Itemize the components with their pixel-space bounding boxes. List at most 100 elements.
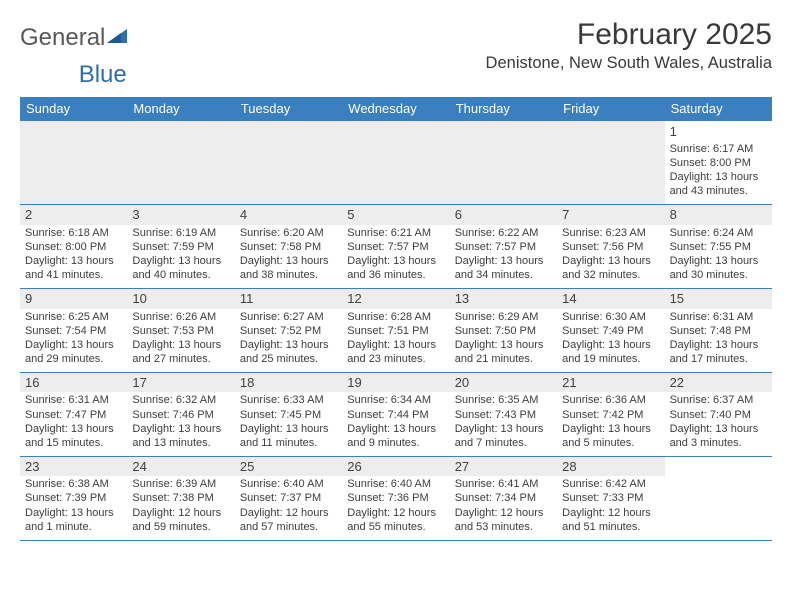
day-cell: 24Sunrise: 6:39 AMSunset: 7:38 PMDayligh…	[127, 457, 234, 540]
sunrise-text: Sunrise: 6:38 AM	[25, 477, 122, 491]
daylight-text: Daylight: 13 hours and 36 minutes.	[347, 254, 444, 282]
day-cell	[20, 121, 127, 204]
daylight-text: Daylight: 12 hours and 55 minutes.	[347, 506, 444, 534]
sunrise-text: Sunrise: 6:25 AM	[25, 310, 122, 324]
day-cell: 3Sunrise: 6:19 AMSunset: 7:59 PMDaylight…	[127, 205, 234, 288]
day-cell	[342, 121, 449, 204]
day-number: 22	[665, 373, 772, 393]
sunrise-text: Sunrise: 6:37 AM	[670, 393, 767, 407]
sunset-text: Sunset: 7:39 PM	[25, 491, 122, 505]
daylight-text: Daylight: 13 hours and 9 minutes.	[347, 422, 444, 450]
day-cell: 27Sunrise: 6:41 AMSunset: 7:34 PMDayligh…	[450, 457, 557, 540]
sunset-text: Sunset: 7:58 PM	[240, 240, 337, 254]
day-number: 24	[127, 457, 234, 477]
sunset-text: Sunset: 7:38 PM	[132, 491, 229, 505]
day-cell: 19Sunrise: 6:34 AMSunset: 7:44 PMDayligh…	[342, 373, 449, 456]
weekday-sunday: Sunday	[20, 97, 127, 121]
brand-part2: Blue	[79, 61, 127, 89]
day-cell: 25Sunrise: 6:40 AMSunset: 7:37 PMDayligh…	[235, 457, 342, 540]
brand-triangle-icon	[107, 24, 129, 52]
sunrise-text: Sunrise: 6:31 AM	[25, 393, 122, 407]
sunset-text: Sunset: 7:57 PM	[347, 240, 444, 254]
daylight-text: Daylight: 13 hours and 30 minutes.	[670, 254, 767, 282]
sunset-text: Sunset: 7:47 PM	[25, 408, 122, 422]
day-number: 8	[665, 205, 772, 225]
day-number: 16	[20, 373, 127, 393]
daylight-text: Daylight: 12 hours and 53 minutes.	[455, 506, 552, 534]
day-cell: 18Sunrise: 6:33 AMSunset: 7:45 PMDayligh…	[235, 373, 342, 456]
calendar-page: General February 2025 Denistone, New Sou…	[0, 0, 792, 541]
day-number: 7	[557, 205, 664, 225]
sunset-text: Sunset: 7:37 PM	[240, 491, 337, 505]
sunrise-text: Sunrise: 6:30 AM	[562, 310, 659, 324]
day-number: 25	[235, 457, 342, 477]
daylight-text: Daylight: 12 hours and 57 minutes.	[240, 506, 337, 534]
sunset-text: Sunset: 8:00 PM	[670, 156, 767, 170]
weekday-saturday: Saturday	[665, 97, 772, 121]
brand-logo: General	[20, 18, 129, 52]
daylight-text: Daylight: 13 hours and 34 minutes.	[455, 254, 552, 282]
sunrise-text: Sunrise: 6:42 AM	[562, 477, 659, 491]
weekday-monday: Monday	[127, 97, 234, 121]
day-cell: 22Sunrise: 6:37 AMSunset: 7:40 PMDayligh…	[665, 373, 772, 456]
sunrise-text: Sunrise: 6:21 AM	[347, 226, 444, 240]
day-number: 12	[342, 289, 449, 309]
week-row: 1Sunrise: 6:17 AMSunset: 8:00 PMDaylight…	[20, 121, 772, 205]
title-block: February 2025 Denistone, New South Wales…	[486, 18, 772, 73]
sunset-text: Sunset: 7:49 PM	[562, 324, 659, 338]
month-title: February 2025	[486, 18, 772, 52]
sunrise-text: Sunrise: 6:40 AM	[347, 477, 444, 491]
sunrise-text: Sunrise: 6:20 AM	[240, 226, 337, 240]
day-number: 3	[127, 205, 234, 225]
sunrise-text: Sunrise: 6:34 AM	[347, 393, 444, 407]
brand-part1: General	[20, 24, 105, 52]
sunset-text: Sunset: 7:59 PM	[132, 240, 229, 254]
weeks-container: 1Sunrise: 6:17 AMSunset: 8:00 PMDaylight…	[20, 121, 772, 541]
daylight-text: Daylight: 13 hours and 25 minutes.	[240, 338, 337, 366]
day-cell: 11Sunrise: 6:27 AMSunset: 7:52 PMDayligh…	[235, 289, 342, 372]
sunset-text: Sunset: 7:55 PM	[670, 240, 767, 254]
day-number: 9	[20, 289, 127, 309]
sunrise-text: Sunrise: 6:18 AM	[25, 226, 122, 240]
day-number: 28	[557, 457, 664, 477]
sunset-text: Sunset: 7:40 PM	[670, 408, 767, 422]
sunset-text: Sunset: 7:50 PM	[455, 324, 552, 338]
daylight-text: Daylight: 13 hours and 38 minutes.	[240, 254, 337, 282]
sunset-text: Sunset: 7:54 PM	[25, 324, 122, 338]
day-cell: 10Sunrise: 6:26 AMSunset: 7:53 PMDayligh…	[127, 289, 234, 372]
day-cell: 13Sunrise: 6:29 AMSunset: 7:50 PMDayligh…	[450, 289, 557, 372]
day-number: 5	[342, 205, 449, 225]
day-number: 11	[235, 289, 342, 309]
daylight-text: Daylight: 13 hours and 15 minutes.	[25, 422, 122, 450]
day-number: 23	[20, 457, 127, 477]
sunset-text: Sunset: 7:42 PM	[562, 408, 659, 422]
day-cell: 26Sunrise: 6:40 AMSunset: 7:36 PMDayligh…	[342, 457, 449, 540]
daylight-text: Daylight: 13 hours and 3 minutes.	[670, 422, 767, 450]
daylight-text: Daylight: 13 hours and 27 minutes.	[132, 338, 229, 366]
sunset-text: Sunset: 7:43 PM	[455, 408, 552, 422]
day-number: 1	[670, 124, 767, 141]
sunrise-text: Sunrise: 6:36 AM	[562, 393, 659, 407]
weekday-tuesday: Tuesday	[235, 97, 342, 121]
daylight-text: Daylight: 13 hours and 17 minutes.	[670, 338, 767, 366]
day-cell: 8Sunrise: 6:24 AMSunset: 7:55 PMDaylight…	[665, 205, 772, 288]
sunset-text: Sunset: 7:56 PM	[562, 240, 659, 254]
daylight-text: Daylight: 13 hours and 19 minutes.	[562, 338, 659, 366]
sunset-text: Sunset: 7:57 PM	[455, 240, 552, 254]
day-number: 26	[342, 457, 449, 477]
sunrise-text: Sunrise: 6:29 AM	[455, 310, 552, 324]
daylight-text: Daylight: 13 hours and 1 minute.	[25, 506, 122, 534]
weekday-friday: Friday	[557, 97, 664, 121]
sunset-text: Sunset: 7:51 PM	[347, 324, 444, 338]
week-row: 9Sunrise: 6:25 AMSunset: 7:54 PM Daylight…	[20, 289, 772, 373]
sunset-text: Sunset: 8:00 PM	[25, 240, 122, 254]
day-number: 20	[450, 373, 557, 393]
sunset-text: Sunset: 7:52 PM	[240, 324, 337, 338]
week-row: 16Sunrise: 6:31 AMSunset: 7:47 PMDayligh…	[20, 373, 772, 457]
day-cell: 5Sunrise: 6:21 AMSunset: 7:57 PMDaylight…	[342, 205, 449, 288]
sunrise-text: Sunrise: 6:33 AM	[240, 393, 337, 407]
sunrise-text: Sunrise: 6:27 AM	[240, 310, 337, 324]
sunrise-text: Sunrise: 6:28 AM	[347, 310, 444, 324]
day-cell: 28Sunrise: 6:42 AMSunset: 7:33 PMDayligh…	[557, 457, 664, 540]
day-number: 6	[450, 205, 557, 225]
